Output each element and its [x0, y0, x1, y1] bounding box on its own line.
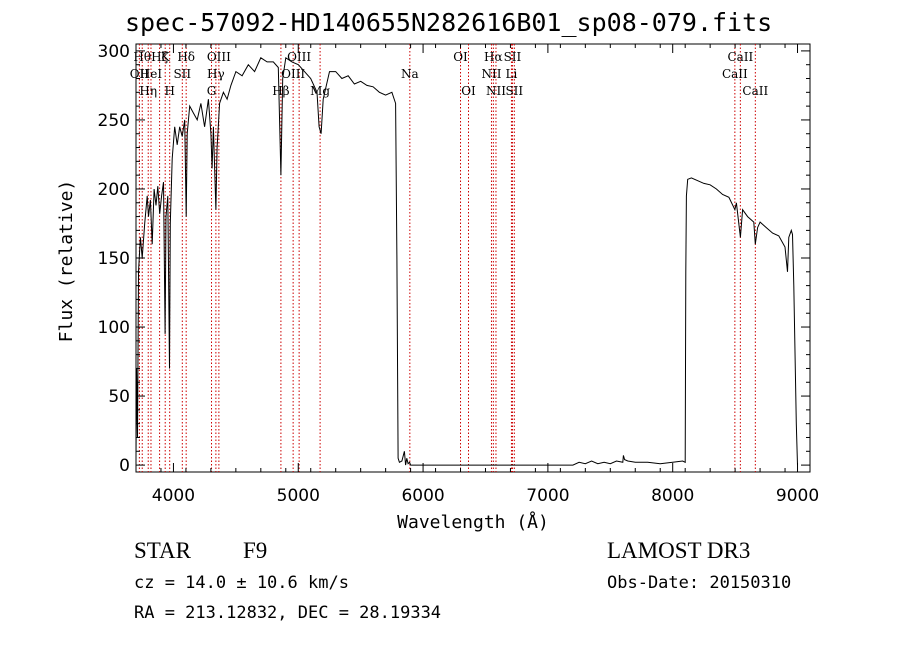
line-label-sii: SII: [505, 84, 523, 98]
line-label-nii: NII: [486, 84, 506, 98]
y-tick-label: 150: [98, 249, 130, 269]
line-label-caii: CaII: [722, 67, 748, 81]
chart-title: spec-57092-HD140655N282616B01_sp08-079.f…: [125, 8, 773, 37]
y-tick-label: 0: [119, 456, 130, 476]
line-label-oi: OI: [453, 50, 468, 64]
x-tick-label: 4000: [152, 486, 195, 506]
line-label-hζ: Hζ: [151, 50, 168, 64]
spectral-line-markers: [138, 44, 756, 472]
y-tick-label: 200: [98, 180, 130, 200]
redshift-info: cz = 14.0 ± 10.6 km/s: [134, 573, 349, 593]
y-tick-label: 50: [108, 387, 130, 407]
line-label-nii: NII: [481, 67, 501, 81]
object-subclass: F9: [243, 538, 268, 563]
line-label-li: Li: [506, 67, 518, 81]
line-label-hβ: Hβ: [272, 84, 289, 98]
coordinates: RA = 213.12832, DEC = 28.19334: [134, 603, 442, 623]
plot-frame: [135, 43, 811, 473]
x-tick-label: 7000: [526, 486, 569, 506]
line-label-hθ: Hθ: [133, 50, 151, 64]
observation-date: Obs-Date: 20150310: [607, 573, 792, 593]
x-axis-label: Wavelength (Å): [397, 511, 549, 533]
line-label-hα: Hα: [484, 50, 503, 64]
line-label-oiii: OIII: [207, 50, 231, 64]
line-label-sii: SII: [173, 67, 191, 81]
line-label-oi: OI: [461, 84, 476, 98]
line-label-h: H: [164, 84, 174, 98]
y-axis-label: Flux (relative): [56, 180, 77, 343]
line-label-caii: CaII: [742, 84, 768, 98]
line-label-oii: OII: [130, 67, 150, 81]
y-tick-label: 300: [98, 42, 130, 62]
line-label-caii: CaII: [727, 50, 753, 64]
line-label-k: K: [161, 50, 171, 64]
line-label-hγ: Hγ: [207, 67, 225, 81]
survey-name: LAMOST DR3: [607, 538, 751, 563]
x-tick-label: 9000: [776, 486, 819, 506]
line-label-oiii: OIII: [281, 67, 305, 81]
line-label-hη: Hη: [139, 84, 157, 98]
line-label-mg: Mg: [310, 84, 330, 98]
y-tick-label: 250: [98, 111, 130, 131]
y-axis-ticks: 0 50 100 150 200 250 300: [98, 42, 810, 476]
x-tick-label: 8000: [651, 486, 694, 506]
line-label-na: Na: [401, 67, 419, 81]
line-label-sii: SII: [504, 50, 522, 64]
spectrum-series-line: [135, 56, 798, 466]
line-label-hei: HeI: [140, 67, 163, 81]
x-tick-label: 5000: [277, 486, 320, 506]
y-tick-label: 100: [98, 318, 130, 338]
object-class: STAR: [134, 538, 191, 563]
spectral-line-labels: OII Hθ Hη HeI HζK H SII Hδ G Hγ OIII Hβ OIII OIII Mg Na…: [130, 50, 769, 98]
x-axis-ticks: 4000 5000 6000 7000 8000 9000: [135, 44, 819, 506]
x-tick-label: 6000: [401, 486, 444, 506]
line-label-g: G: [207, 84, 217, 98]
line-label-hδ: Hδ: [177, 50, 195, 64]
line-label-oiii: OIII: [287, 50, 311, 64]
